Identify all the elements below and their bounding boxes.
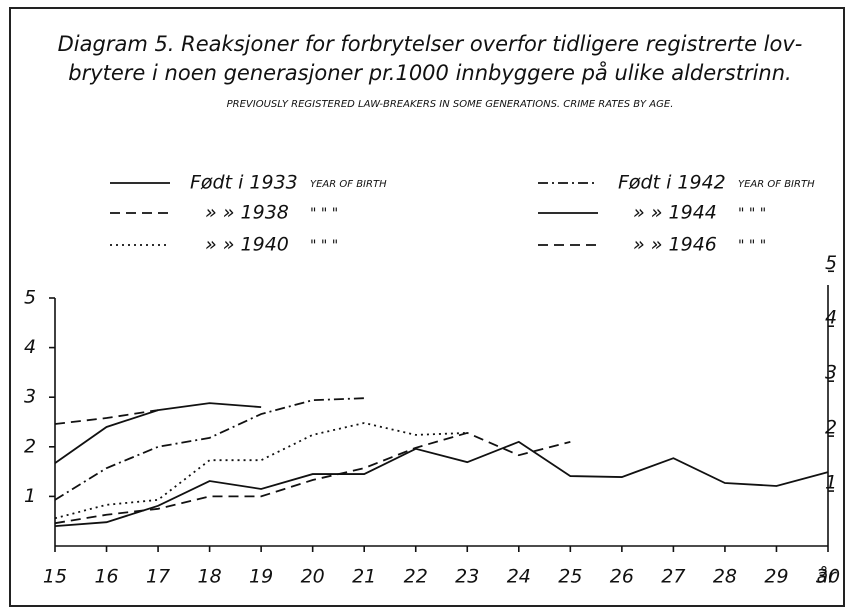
y2-tick-label: 3 [825,362,837,384]
x-tick-label: 26 [610,566,634,588]
x-tick-label: 27 [661,566,685,588]
legend-suffix: YEAR OF BIRTH [310,179,387,190]
x-tick-label: 28 [713,566,737,588]
series-line [54,440,829,528]
series-line [54,422,468,520]
legend-suffix: " " " [738,238,766,254]
x-tick-label: 15 [43,566,67,588]
y2-tick-label: 1 [825,472,837,494]
series-line [54,431,571,525]
series-line [54,397,365,501]
x-tick-label: 19 [249,566,273,588]
chart-title: Diagram 5. Reaksjoner for forbrytelser o… [58,32,803,56]
y-tick-label: 1 [24,485,36,507]
x-tick-label: 29 [764,566,788,588]
x-tick-label: 16 [94,566,118,588]
legend-suffix: " " " [738,206,766,222]
x-tick-label: 30 [816,566,840,588]
x-tick-label: 23 [455,566,479,588]
series-line [54,402,262,464]
legend-suffix: " " " [310,238,338,254]
legend-label: » » 1940 [205,234,289,256]
x-tick-label: 20 [301,566,325,588]
legend-label: » » 1946 [633,234,717,256]
frame [9,7,845,607]
y2-tick-label: 4 [825,307,837,329]
x-axis-label: år [817,565,838,588]
chart-subtitle: PREVIOUSLY REGISTERED LAW-BREAKERS IN SO… [227,99,674,110]
x-tick-label: 21 [352,566,376,588]
y-tick-label: 5 [24,287,36,309]
legend-label: » » 1944 [633,202,717,224]
legend-suffix: " " " [310,206,338,222]
x-tick-label: 24 [507,566,531,588]
x-tick-label: 18 [198,566,222,588]
legend-label: » » 1938 [205,202,289,224]
y2-tick-label: 2 [825,417,837,439]
legend-suffix: YEAR OF BIRTH [738,179,815,190]
y-tick-label: 3 [24,386,36,408]
y-tick-label: 2 [24,435,36,457]
x-tick-label: 17 [146,566,170,588]
legend-label: Født i 1942 [618,172,726,194]
y-tick-label: 4 [24,336,36,358]
x-tick-label: 25 [558,566,582,588]
chart-title: brytere i noen generasjoner pr.1000 innb… [68,60,791,85]
y2-tick-label: 5 [825,252,837,274]
x-tick-label: 22 [404,566,428,588]
series-line [54,409,159,425]
legend-label: Født i 1933 [190,172,298,194]
